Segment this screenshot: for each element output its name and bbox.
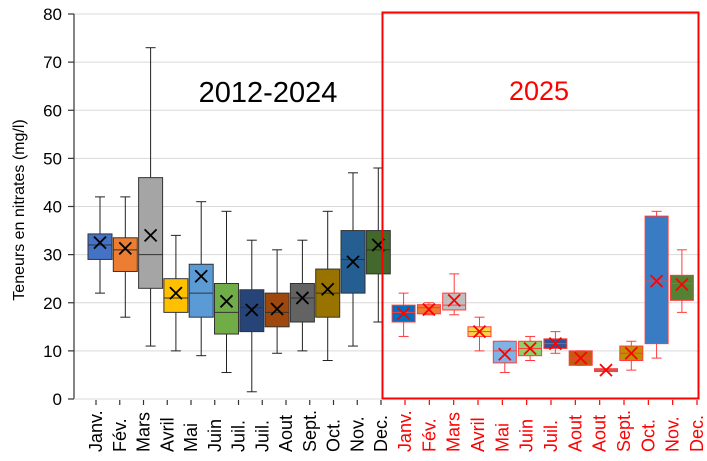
y-tick-label: 70 [43,53,62,72]
mean-marker [649,274,664,288]
x-tick-label: Janv. [395,410,415,452]
box-iqr [87,233,113,260]
x-tick-label: Dec. [371,415,391,452]
y-tick-label: 50 [43,149,62,168]
mean-marker [346,255,360,269]
x-tick-label: Juil. [252,420,272,452]
x-tick-label: Aout [565,415,585,452]
mean-marker [270,302,284,316]
x-tick-label: Janv. [86,410,106,452]
mean-marker [219,294,234,308]
mean-marker [447,293,461,307]
box-2012-2024-8 [289,239,315,352]
box-iqr [112,237,138,272]
x-tick-label: Mai [492,423,512,452]
x-tick-label: Dec. [687,415,707,452]
x-tick-label: Juin [205,419,225,452]
box-2025-2 [442,273,467,316]
x-tick-label: Sept. [614,410,634,452]
x-tick-label: Mars [134,412,154,452]
box-iqr [214,283,239,335]
box-2025-6 [543,331,568,354]
mean-marker [675,277,689,292]
box-2025-11 [669,249,694,313]
x-tick-label: Aout [276,415,296,452]
group-title-2025: 2025 [509,76,569,106]
box-2025-9 [619,340,644,371]
x-tick-label: Juin [517,419,537,452]
x-tick-label: Nov. [663,416,683,452]
mean-marker [523,341,537,356]
mean-marker [422,302,436,317]
mean-marker [321,282,335,296]
box-2025-0 [391,292,416,337]
y-tick-label: 20 [43,294,62,313]
box-2012-2024-10 [340,172,366,347]
y-tick-label: 0 [53,390,62,409]
mean-marker [118,241,132,256]
box-2025-4 [492,340,517,374]
boxes [87,47,694,393]
box-2025-5 [518,335,543,361]
box-2025-3 [467,316,492,352]
box-iqr [365,230,391,275]
mean-marker [548,337,563,351]
box-2012-2024-7 [264,249,290,354]
box-iqr [289,283,315,323]
box-2012-2024-1 [112,196,138,318]
y-tick-label: 10 [43,342,62,361]
group-title-2012-2024: 2012-2024 [199,77,338,109]
y-tick-label: 80 [43,5,62,24]
x-tick-label: Oct. [324,419,344,452]
x-tick-label: Fév. [110,418,130,452]
mean-marker [93,235,107,250]
y-axis-label: Teneurs en nitrates (mg/l) [11,119,28,300]
box-iqr [188,263,214,318]
y-tick-label: 60 [43,101,62,120]
x-tick-label: Nov. [347,416,367,452]
x-tick-label: Mai [181,423,201,452]
x-tick-label: Avril [157,417,177,452]
x-tick-label: Mars [444,412,464,452]
x-tick-label: Aout [590,415,610,452]
mean-marker [143,228,158,243]
x-tick-label: Fév. [419,418,439,452]
mean-marker [624,346,638,360]
box-2012-2024-4 [188,201,214,357]
mean-marker [169,286,183,300]
y-tick-label: 40 [43,198,62,217]
x-tick-label: Oct. [638,419,658,452]
mean-marker [498,347,512,361]
box-2025-7 [568,350,593,366]
box-2025-8 [594,363,618,377]
box-iqr [138,177,164,289]
box-2012-2024-5 [214,210,239,374]
box-2012-2024-3 [163,234,189,352]
box-iqr [669,274,694,301]
mean-marker [574,351,588,365]
box-2012-2024-9 [315,210,341,361]
mean-marker [245,303,259,317]
x-tick-label: Juil. [541,420,561,452]
x-tick-label: Sept. [300,410,320,452]
box-2012-2024-6 [239,239,265,393]
box-2012-2024-2 [138,47,164,347]
mean-marker [396,306,411,320]
y-tick-label: 30 [43,246,62,265]
box-2025-1 [416,302,441,317]
box-2012-2024-11 [365,167,391,323]
box-2012-2024-0 [87,196,113,294]
mean-marker [295,291,310,305]
x-tick-label: Juil. [229,420,249,452]
mean-marker [194,269,208,283]
mean-marker [599,363,613,377]
box-2025-10 [644,210,669,359]
x-tick-label: Avril [468,417,488,452]
box-iqr [163,278,189,313]
x-axis-labels: Janv. Fév. Mars Avril Mai Juin Juil. Juil. Aout S… [86,400,707,452]
highlight-frame-2025 [381,11,700,400]
mean-marker [472,324,487,339]
box-iqr [492,340,517,364]
